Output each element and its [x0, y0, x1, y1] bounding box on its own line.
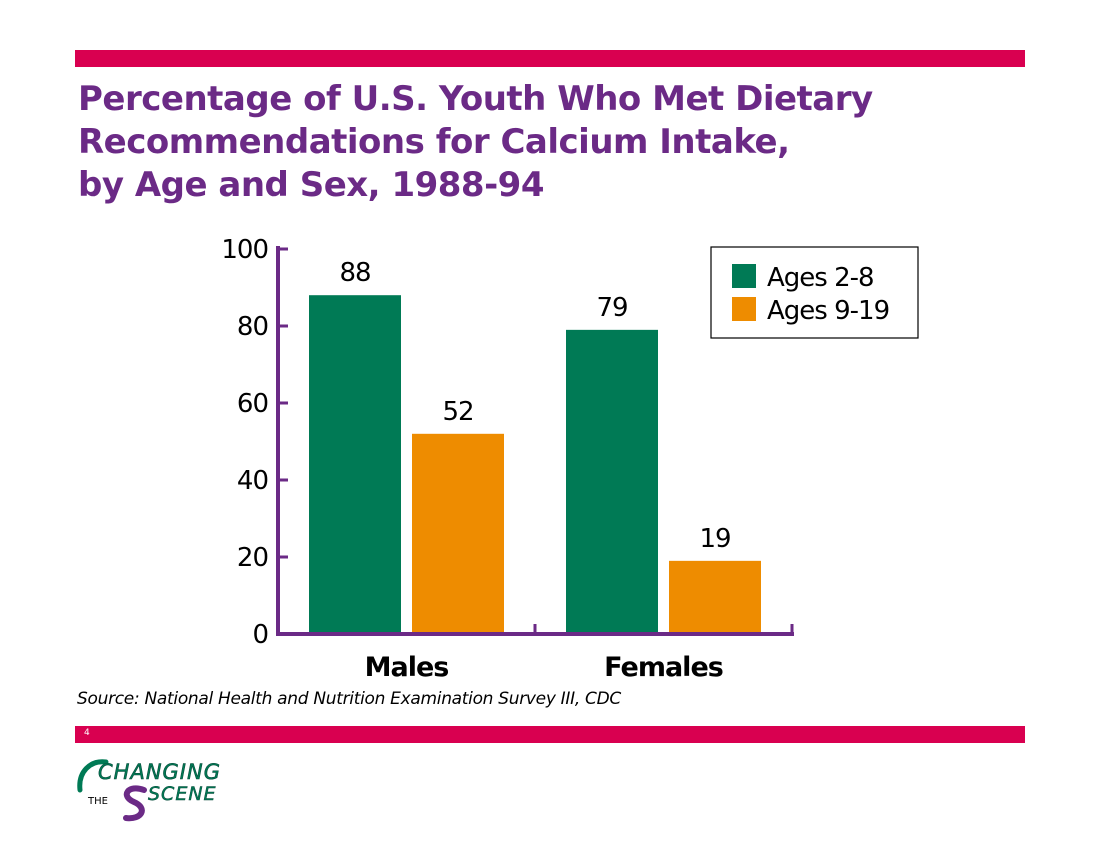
legend-swatch-series-2: [732, 297, 756, 321]
y-tick-label: 0: [252, 620, 268, 650]
bar-value-label: 88: [339, 258, 370, 288]
y-tick-label: 40: [237, 466, 268, 496]
source-note: Source: National Health and Nutrition Ex…: [77, 689, 621, 709]
page-number: 4: [84, 728, 90, 738]
logo-word-the: THE: [87, 796, 108, 807]
x-category-label: Females: [604, 652, 723, 683]
y-tick-label: 100: [221, 235, 268, 265]
slide-title: Percentage of U.S. Youth Who Met Dietary…: [78, 78, 978, 207]
bar-males-series-2: [412, 433, 504, 632]
legend-label: Ages 2-8: [767, 263, 874, 293]
title-line-3: by Age and Sex, 1988-94: [78, 165, 545, 205]
logo-swoosh: [77, 759, 109, 793]
y-tick-label: 20: [237, 543, 268, 573]
changing-the-scene-logo: CHANGING THE SCENE: [77, 759, 221, 822]
logo-word-scene: SCENE: [148, 783, 217, 805]
legend-label: Ages 9-19: [767, 296, 889, 326]
bar-value-label: 79: [596, 293, 627, 323]
logo-word-changing: CHANGING: [98, 760, 221, 784]
bottom-accent-band: [75, 726, 1025, 743]
legend-swatch-series-1: [732, 264, 756, 288]
x-category-label: Males: [365, 652, 449, 683]
bar-males-series-1: [309, 295, 401, 632]
bar-females-series-2: [669, 560, 761, 632]
bar-females-series-1: [566, 329, 658, 632]
y-tick-label: 80: [237, 312, 268, 342]
top-accent-band: [75, 50, 1025, 67]
legend-box: [710, 246, 919, 339]
bar-chart: 0 20 40 60 80 100 88 52 Males 79 19 Females Ages 2-8…: [221, 235, 919, 683]
y-tick-label: 60: [237, 389, 268, 419]
bar-value-label: 19: [699, 524, 730, 554]
logo-big-s: [123, 785, 147, 822]
title-line-1: Percentage of U.S. Youth Who Met Dietary: [78, 79, 873, 119]
title-line-2: Recommendations for Calcium Intake,: [78, 122, 790, 162]
bar-value-label: 52: [442, 397, 473, 427]
